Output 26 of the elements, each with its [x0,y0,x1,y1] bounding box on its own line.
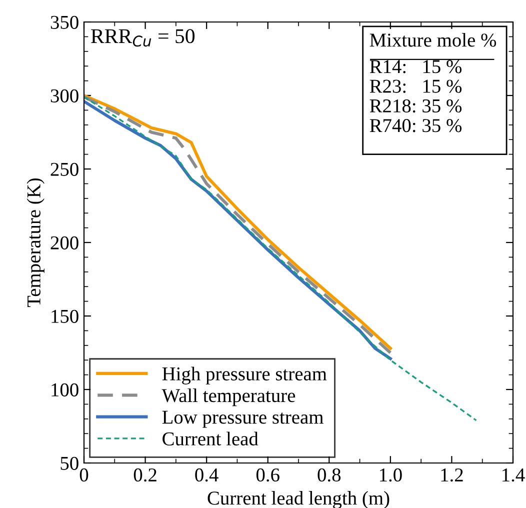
y-tick-label: 50 [60,456,78,470]
legend-label: High pressure stream [162,366,327,384]
x-tick-label: 1.4 [502,468,525,482]
y-tick-label: 350 [50,16,78,29]
y-tick-label: 150 [52,310,78,323]
y-axis-title: Temperature (K) [26,178,44,308]
legend-label: Current lead [162,432,258,446]
x-tick-label: 1.0 [380,468,402,482]
annotation: Mixture mole % [370,33,496,47]
annotation: R740: 35 % [370,119,462,132]
y-tick-label: 300 [50,89,78,102]
x-tick-label: 0.4 [195,468,218,482]
y-tick-label: 100 [52,383,78,396]
annotation: R23: 15 % [370,80,462,93]
y-tick-label: 250 [50,162,78,176]
annotation: RRR$_{Cu}$ = 50 [91,29,195,47]
x-tick-label: 0 [80,468,88,482]
x-tick-label: 1.2 [441,468,463,482]
x-tick-label: 0.2 [134,468,156,482]
x-tick-label: 0.6 [256,468,280,482]
annotation: R14: 15 % [370,60,462,74]
x-tick-label: 0.8 [318,468,341,482]
annotation: R218: 35 % [370,99,462,113]
y-tick-label: 200 [50,236,78,250]
legend-label: Wall temperature [162,388,296,406]
legend-label: Low pressure stream [162,410,324,428]
